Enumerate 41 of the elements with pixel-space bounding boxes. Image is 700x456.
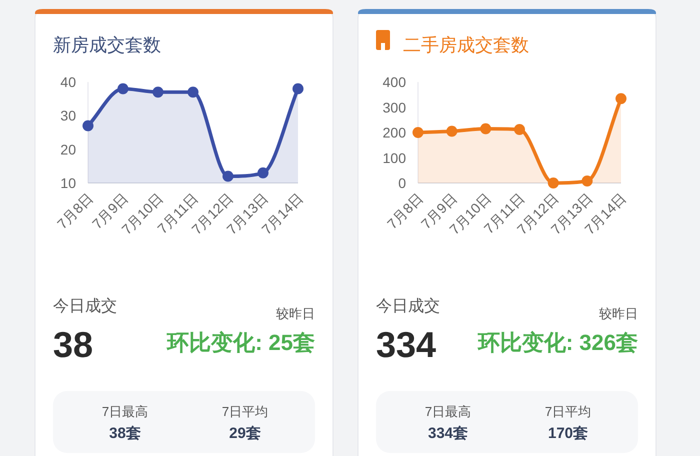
y-tick-label: 300 — [382, 99, 406, 116]
y-tick-label: 40 — [60, 74, 76, 90]
point — [292, 83, 304, 94]
y-tick-label: 0 — [398, 175, 406, 191]
point — [548, 178, 559, 188]
text: 今日成交 — [53, 297, 117, 315]
chart-title: 新房成交套数 — [53, 35, 161, 55]
text: 334套 — [428, 425, 468, 442]
text: 今日成交 — [376, 297, 440, 315]
y-tick-label: 200 — [382, 124, 406, 140]
text: 170套 — [548, 425, 588, 442]
text: 环比变化: 25套 — [166, 330, 315, 355]
text: 38套 — [109, 425, 141, 442]
text: 7日最高 — [102, 404, 148, 419]
chart-title: 二手房成交套数 — [403, 35, 529, 55]
point — [152, 86, 164, 98]
text: 38 — [53, 324, 94, 365]
point — [582, 175, 593, 186]
point — [514, 124, 525, 135]
text: 较昨日 — [276, 306, 315, 321]
point — [222, 170, 234, 182]
y-tick-label: 30 — [60, 108, 76, 124]
point — [616, 93, 626, 104]
text: 较昨日 — [599, 306, 638, 321]
point — [82, 120, 94, 132]
point — [412, 127, 424, 138]
point — [446, 126, 458, 137]
y-tick-label: 10 — [60, 175, 76, 191]
point — [188, 86, 198, 98]
text: 7日最高 — [424, 404, 472, 419]
point — [258, 167, 268, 178]
point — [480, 123, 492, 134]
text: 7日平均 — [544, 404, 592, 419]
text: 环比变化: 326套 — [476, 330, 638, 355]
point — [118, 83, 128, 94]
y-tick-label: 400 — [382, 74, 406, 90]
y-tick-label: 20 — [60, 141, 76, 158]
text: 334 — [376, 324, 436, 365]
text: 7日平均 — [222, 404, 268, 419]
text: 29套 — [229, 425, 261, 442]
y-tick-label: 100 — [382, 150, 406, 166]
